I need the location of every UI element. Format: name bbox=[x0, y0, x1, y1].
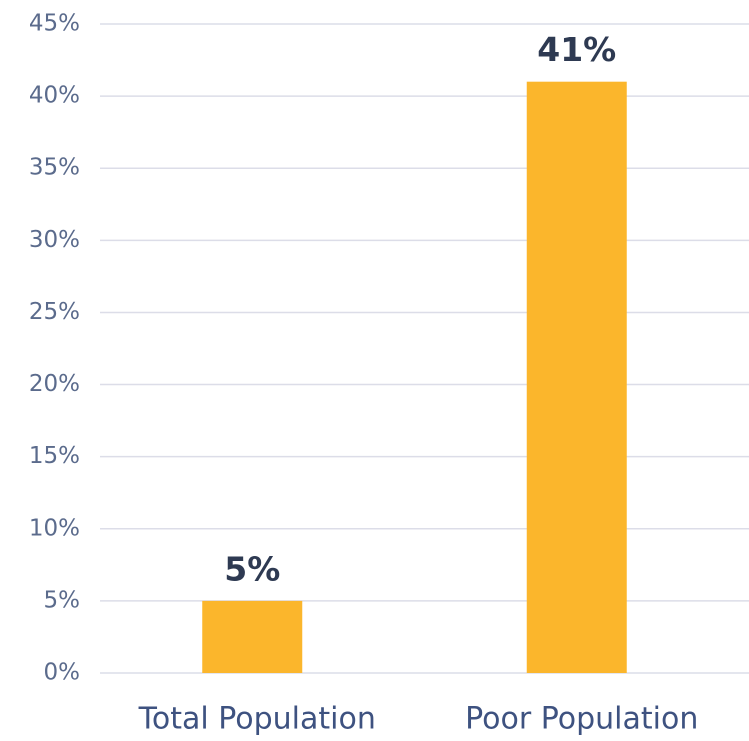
y-tick-label: 30% bbox=[29, 227, 80, 253]
bar bbox=[526, 81, 627, 673]
y-tick-label: 15% bbox=[29, 443, 80, 469]
y-tick-label: 25% bbox=[29, 299, 80, 325]
y-tick-label: 20% bbox=[29, 371, 80, 397]
y-tick-label: 5% bbox=[44, 587, 81, 613]
bar bbox=[202, 600, 303, 673]
x-tick-label: Poor Population bbox=[465, 702, 698, 737]
y-tick-label: 10% bbox=[29, 515, 80, 541]
data-label: 5% bbox=[224, 549, 280, 588]
data-label: 41% bbox=[537, 30, 616, 69]
y-tick-label: 35% bbox=[29, 155, 80, 181]
x-tick-label: Total Population bbox=[138, 702, 376, 737]
y-tick-label: 40% bbox=[29, 83, 80, 109]
y-tick-label: 0% bbox=[44, 660, 81, 686]
y-tick-label: 45% bbox=[29, 11, 80, 37]
